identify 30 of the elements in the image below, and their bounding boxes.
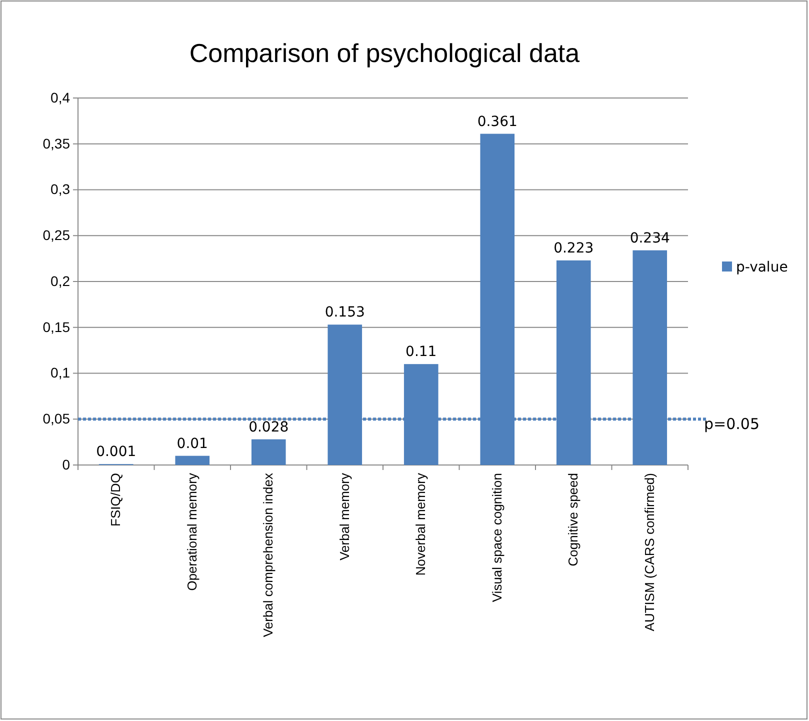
y-tick-label: 0,05 <box>42 410 70 427</box>
bar <box>251 439 286 465</box>
x-tick-label: FSIQ/DQ <box>108 473 124 526</box>
x-tick-label: Noverbal memory <box>413 472 428 576</box>
x-tick-label: Verbal comprehension index <box>260 472 276 638</box>
x-tick-label: Cognitive speed <box>566 473 581 566</box>
data-label: 0.234 <box>630 230 670 246</box>
y-tick-label: 0,25 <box>42 227 70 244</box>
data-label: 0.223 <box>554 240 594 256</box>
y-tick-label: 0,1 <box>50 364 70 381</box>
data-label: 0.028 <box>248 419 289 436</box>
x-tick-label: Operational memory <box>184 472 200 591</box>
y-tick-label: 0,15 <box>42 318 70 335</box>
data-label: 0.153 <box>324 304 365 321</box>
y-tick-label: 0,3 <box>50 181 70 198</box>
x-tick-label: Verbal memory <box>336 472 352 560</box>
y-tick-label: 0,4 <box>50 89 70 106</box>
data-label: 0.361 <box>477 114 518 130</box>
y-tick-label: 0,2 <box>50 272 70 289</box>
data-label: 0.11 <box>406 344 437 360</box>
data-label: 0.01 <box>176 436 208 452</box>
y-tick-label: 0,35 <box>42 135 70 152</box>
x-tick-label: Visual space cognition <box>489 473 504 602</box>
bar <box>175 456 210 465</box>
x-tick-label: AUTISM (CARS confirmed) <box>642 473 657 632</box>
y-tick-label: 0 <box>62 456 70 472</box>
ref-line-label: p=0.05 <box>704 415 760 434</box>
chart-title: Comparison of psychological data <box>189 38 580 68</box>
data-label: 0.001 <box>96 444 136 460</box>
legend-label: p-value <box>736 260 788 276</box>
